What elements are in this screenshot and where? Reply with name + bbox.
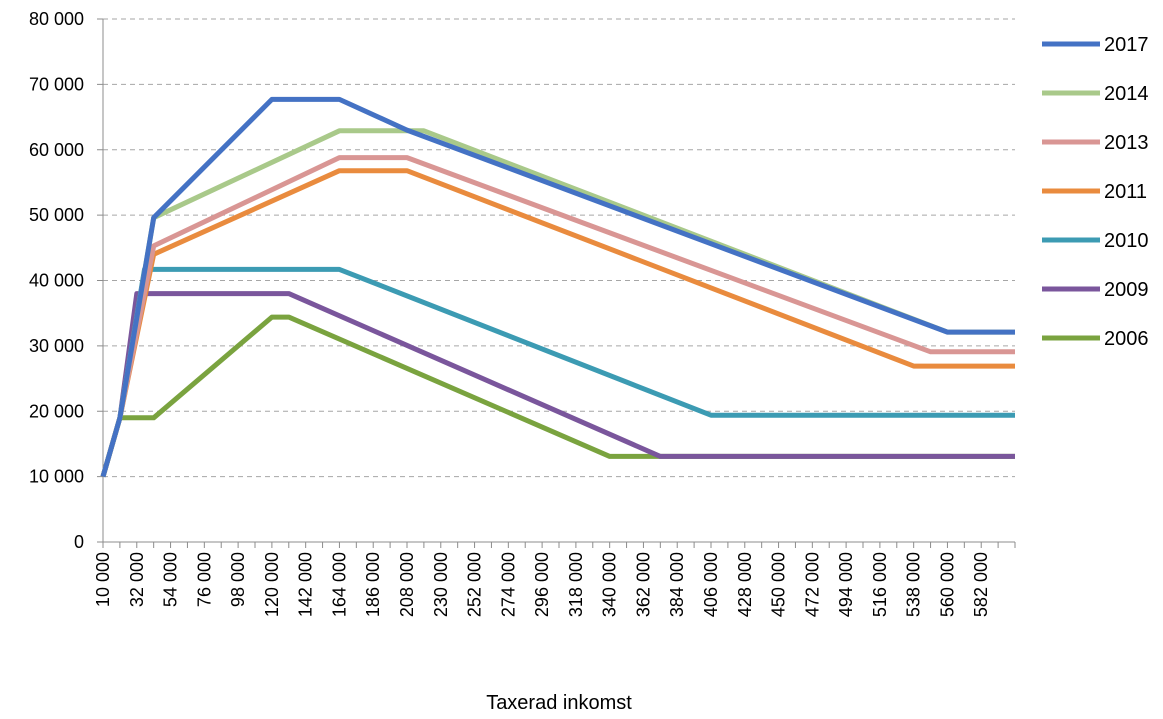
y-tick-label: 80 000	[29, 9, 84, 29]
legend: 2017 2014 2013 2011 2010 2009 2006	[1042, 34, 1149, 350]
gridlines	[103, 18, 1015, 478]
y-tick-label: 60 000	[29, 140, 84, 160]
y-tick-label: 70 000	[29, 74, 84, 94]
x-tick-label: 406 000	[701, 552, 721, 617]
y-tick-label: 40 000	[29, 271, 84, 291]
x-tick-label: 164 000	[329, 552, 349, 617]
x-tick-label: 494 000	[836, 552, 856, 617]
x-tick-label: 274 000	[498, 552, 518, 617]
x-tick-label: 230 000	[431, 552, 451, 617]
x-tick-label: 186 000	[363, 552, 383, 617]
series-line-2013	[100, 155, 1015, 478]
y-tick-label: 30 000	[29, 336, 84, 356]
series-line-2006	[100, 314, 1015, 478]
series-line-2010	[100, 266, 1015, 478]
x-tick-label: 538 000	[904, 552, 924, 617]
axes	[97, 18, 1016, 548]
x-tick-label: 516 000	[870, 552, 890, 617]
x-tick-label: 32 000	[127, 552, 147, 607]
legend-label-2009: 2009	[1104, 279, 1149, 301]
x-tick-label: 76 000	[194, 552, 214, 607]
x-axis-title: Taxerad inkomst	[486, 692, 632, 714]
legend-label-2010: 2010	[1104, 230, 1149, 252]
x-tick-label: 384 000	[667, 552, 687, 617]
y-tick-label: 50 000	[29, 205, 84, 225]
y-tick-label: 20 000	[29, 401, 84, 421]
x-tick-label: 362 000	[633, 552, 653, 617]
legend-label-2017: 2017	[1104, 34, 1149, 56]
series-lines	[100, 96, 1015, 478]
legend-label-2011: 2011	[1104, 181, 1147, 203]
x-tick-label: 582 000	[971, 552, 991, 617]
x-tick-label: 296 000	[532, 552, 552, 617]
x-axis-tick-labels: 10 000 32 000 54 000 76 000 98 000 120 000 142…	[93, 552, 991, 617]
legend-label-2013: 2013	[1104, 132, 1149, 154]
x-tick-label: 560 000	[937, 552, 957, 617]
x-tick-label: 98 000	[228, 552, 248, 607]
x-tick-label: 340 000	[600, 552, 620, 617]
x-tick-label: 450 000	[769, 552, 789, 617]
x-tick-label: 10 000	[93, 552, 113, 607]
x-tick-label: 318 000	[566, 552, 586, 617]
x-tick-label: 472 000	[802, 552, 822, 617]
series-line-2009	[100, 291, 1015, 478]
x-tick-label: 428 000	[735, 552, 755, 617]
x-tick-label: 54 000	[161, 552, 181, 607]
x-tick-label: 142 000	[296, 552, 316, 617]
x-tick-label: 252 000	[465, 552, 485, 617]
x-tick-label: 208 000	[397, 552, 417, 617]
legend-label-2014: 2014	[1104, 83, 1149, 105]
y-tick-label: 0	[74, 532, 84, 552]
y-tick-label: 10 000	[29, 467, 84, 487]
y-axis-tick-labels: 0 10 000 20 000 30 000 40 000 50 000 60 000 70 …	[29, 9, 84, 552]
legend-label-2006: 2006	[1104, 328, 1149, 350]
series-line-2017	[100, 96, 1015, 478]
x-tick-label: 120 000	[262, 552, 282, 617]
